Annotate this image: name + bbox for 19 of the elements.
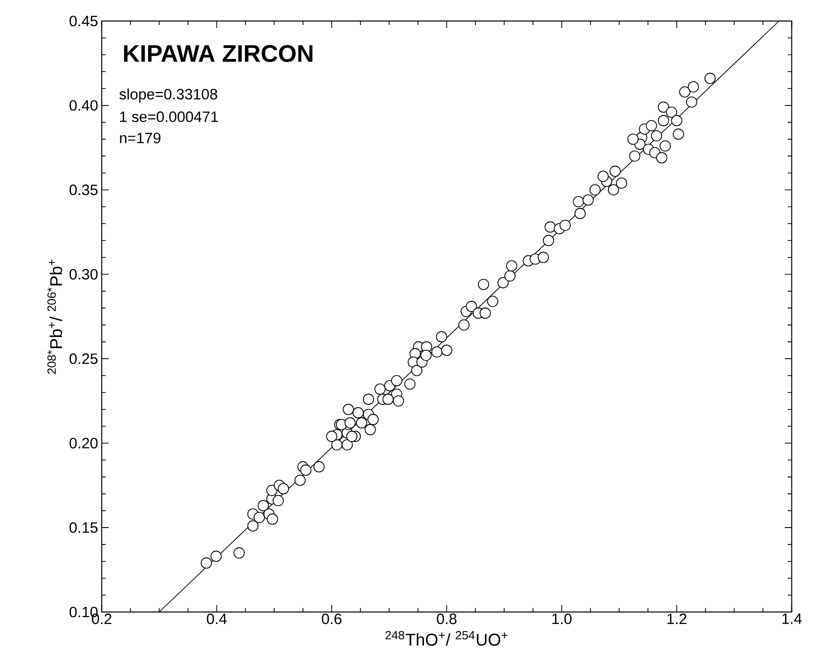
x-tick-label: 0.6: [322, 614, 342, 624]
text: KIPAWA ZIRCON: [124, 44, 312, 62]
x-axis-title: $^{248}$ThO$^{+}$/ $^{254}$UO$^{+}$: [385, 630, 508, 646]
annotation: slope=0.33108: [119, 88, 218, 102]
y-tick-label: 0.20: [70, 438, 98, 448]
x-tick-label: 1.0: [552, 614, 572, 624]
x-tick-label: 1.2: [667, 614, 686, 624]
y-tick-label: 0.40: [70, 100, 98, 111]
y-tick-label: 0.15: [70, 522, 98, 533]
annotation: n=179: [120, 132, 160, 144]
y-tick-label: 0.25: [70, 353, 98, 364]
y-axis-title: $^{208*}$Pb$^{+}$/ $^{206*}$Pb$^{+}$: [47, 260, 62, 374]
y-tick-label: 0.45: [70, 16, 98, 26]
x-tick-label: 0.8: [436, 614, 456, 624]
y-tick-label: 0.35: [70, 184, 98, 196]
annotation: 1 se=0.000471: [120, 111, 218, 122]
x-tick-label: 0.4: [206, 614, 227, 624]
y-tick-label: 0.30: [70, 268, 98, 280]
x-tick-label: 1.4: [782, 614, 802, 624]
